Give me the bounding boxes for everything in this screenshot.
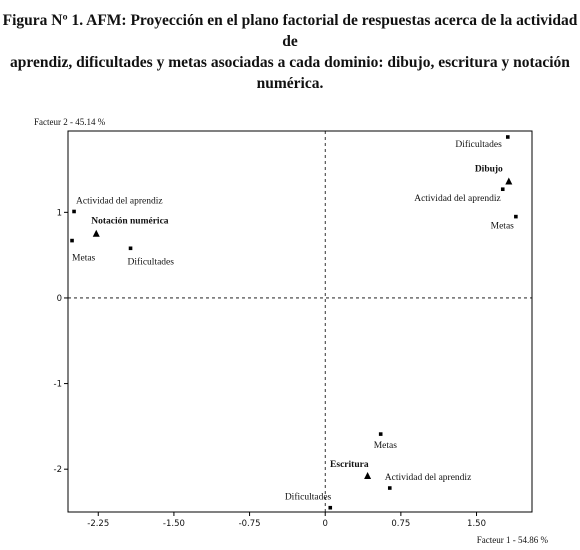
point-label: Dibujo — [475, 165, 503, 175]
point-marker-triangle — [505, 177, 513, 185]
y-tick-label: -1 — [54, 380, 62, 390]
y-ticks: 1 0 -1 -2 — [54, 208, 68, 475]
point-marker-square — [514, 214, 518, 219]
point-label: Metas — [491, 222, 515, 232]
point-label: Dificultades — [285, 492, 332, 503]
x-tick-label: 0.75 — [391, 519, 410, 529]
point-label: Dificultades — [455, 139, 502, 150]
x-tick-label: -2.25 — [87, 519, 109, 529]
point-label: Dificultades — [128, 256, 175, 267]
plot-frame — [67, 130, 533, 513]
point-label: Metas — [72, 254, 96, 264]
x-ticks: -2.25 -1.50 -0.75 0 0.75 1.50 — [87, 512, 486, 529]
x-axis-label: Facteur 1 - 54.86 % — [477, 535, 549, 545]
point-marker-square — [387, 486, 392, 490]
point-marker-square — [500, 187, 505, 192]
point-label: Actividad del aprendiz — [414, 194, 501, 204]
point-marker-square — [378, 432, 383, 436]
point-label: Actividad del aprendiz — [76, 196, 163, 206]
x-tick-label: -1.50 — [163, 519, 185, 529]
y-tick-label: 0 — [57, 294, 62, 304]
point-label: Escritura — [330, 460, 369, 470]
y-tick-label: -2 — [54, 465, 62, 475]
x-tick-label: 0 — [323, 519, 328, 529]
point-label: Actividad del aprendiz — [385, 473, 472, 483]
point-marker-square — [128, 246, 133, 251]
y-tick-label: 1 — [57, 208, 62, 218]
point-label: Metas — [374, 441, 398, 451]
point-marker-square — [70, 238, 74, 243]
point-label: Notación numérica — [91, 217, 169, 227]
title-line-1: Figura Nº 1. AFM: Proyección en el plano… — [2, 12, 578, 50]
chart-title: Figura Nº 1. AFM: Proyección en el plano… — [0, 10, 580, 94]
point-marker-square — [72, 209, 76, 214]
point-marker-square — [505, 135, 510, 139]
point-marker-triangle — [92, 229, 100, 237]
point-marker-square — [328, 505, 333, 510]
point-marker-triangle — [364, 472, 372, 480]
x-tick-label: 1.50 — [467, 519, 486, 529]
data-points: Dificultades Dibujo Actividad del aprendiz… — [70, 135, 518, 510]
y-axis-label: Facteur 2 - 45.14 % — [34, 117, 106, 127]
title-line-2: aprendiz, dificultades y metas asociadas… — [10, 54, 570, 92]
x-tick-label: -0.75 — [239, 519, 261, 529]
